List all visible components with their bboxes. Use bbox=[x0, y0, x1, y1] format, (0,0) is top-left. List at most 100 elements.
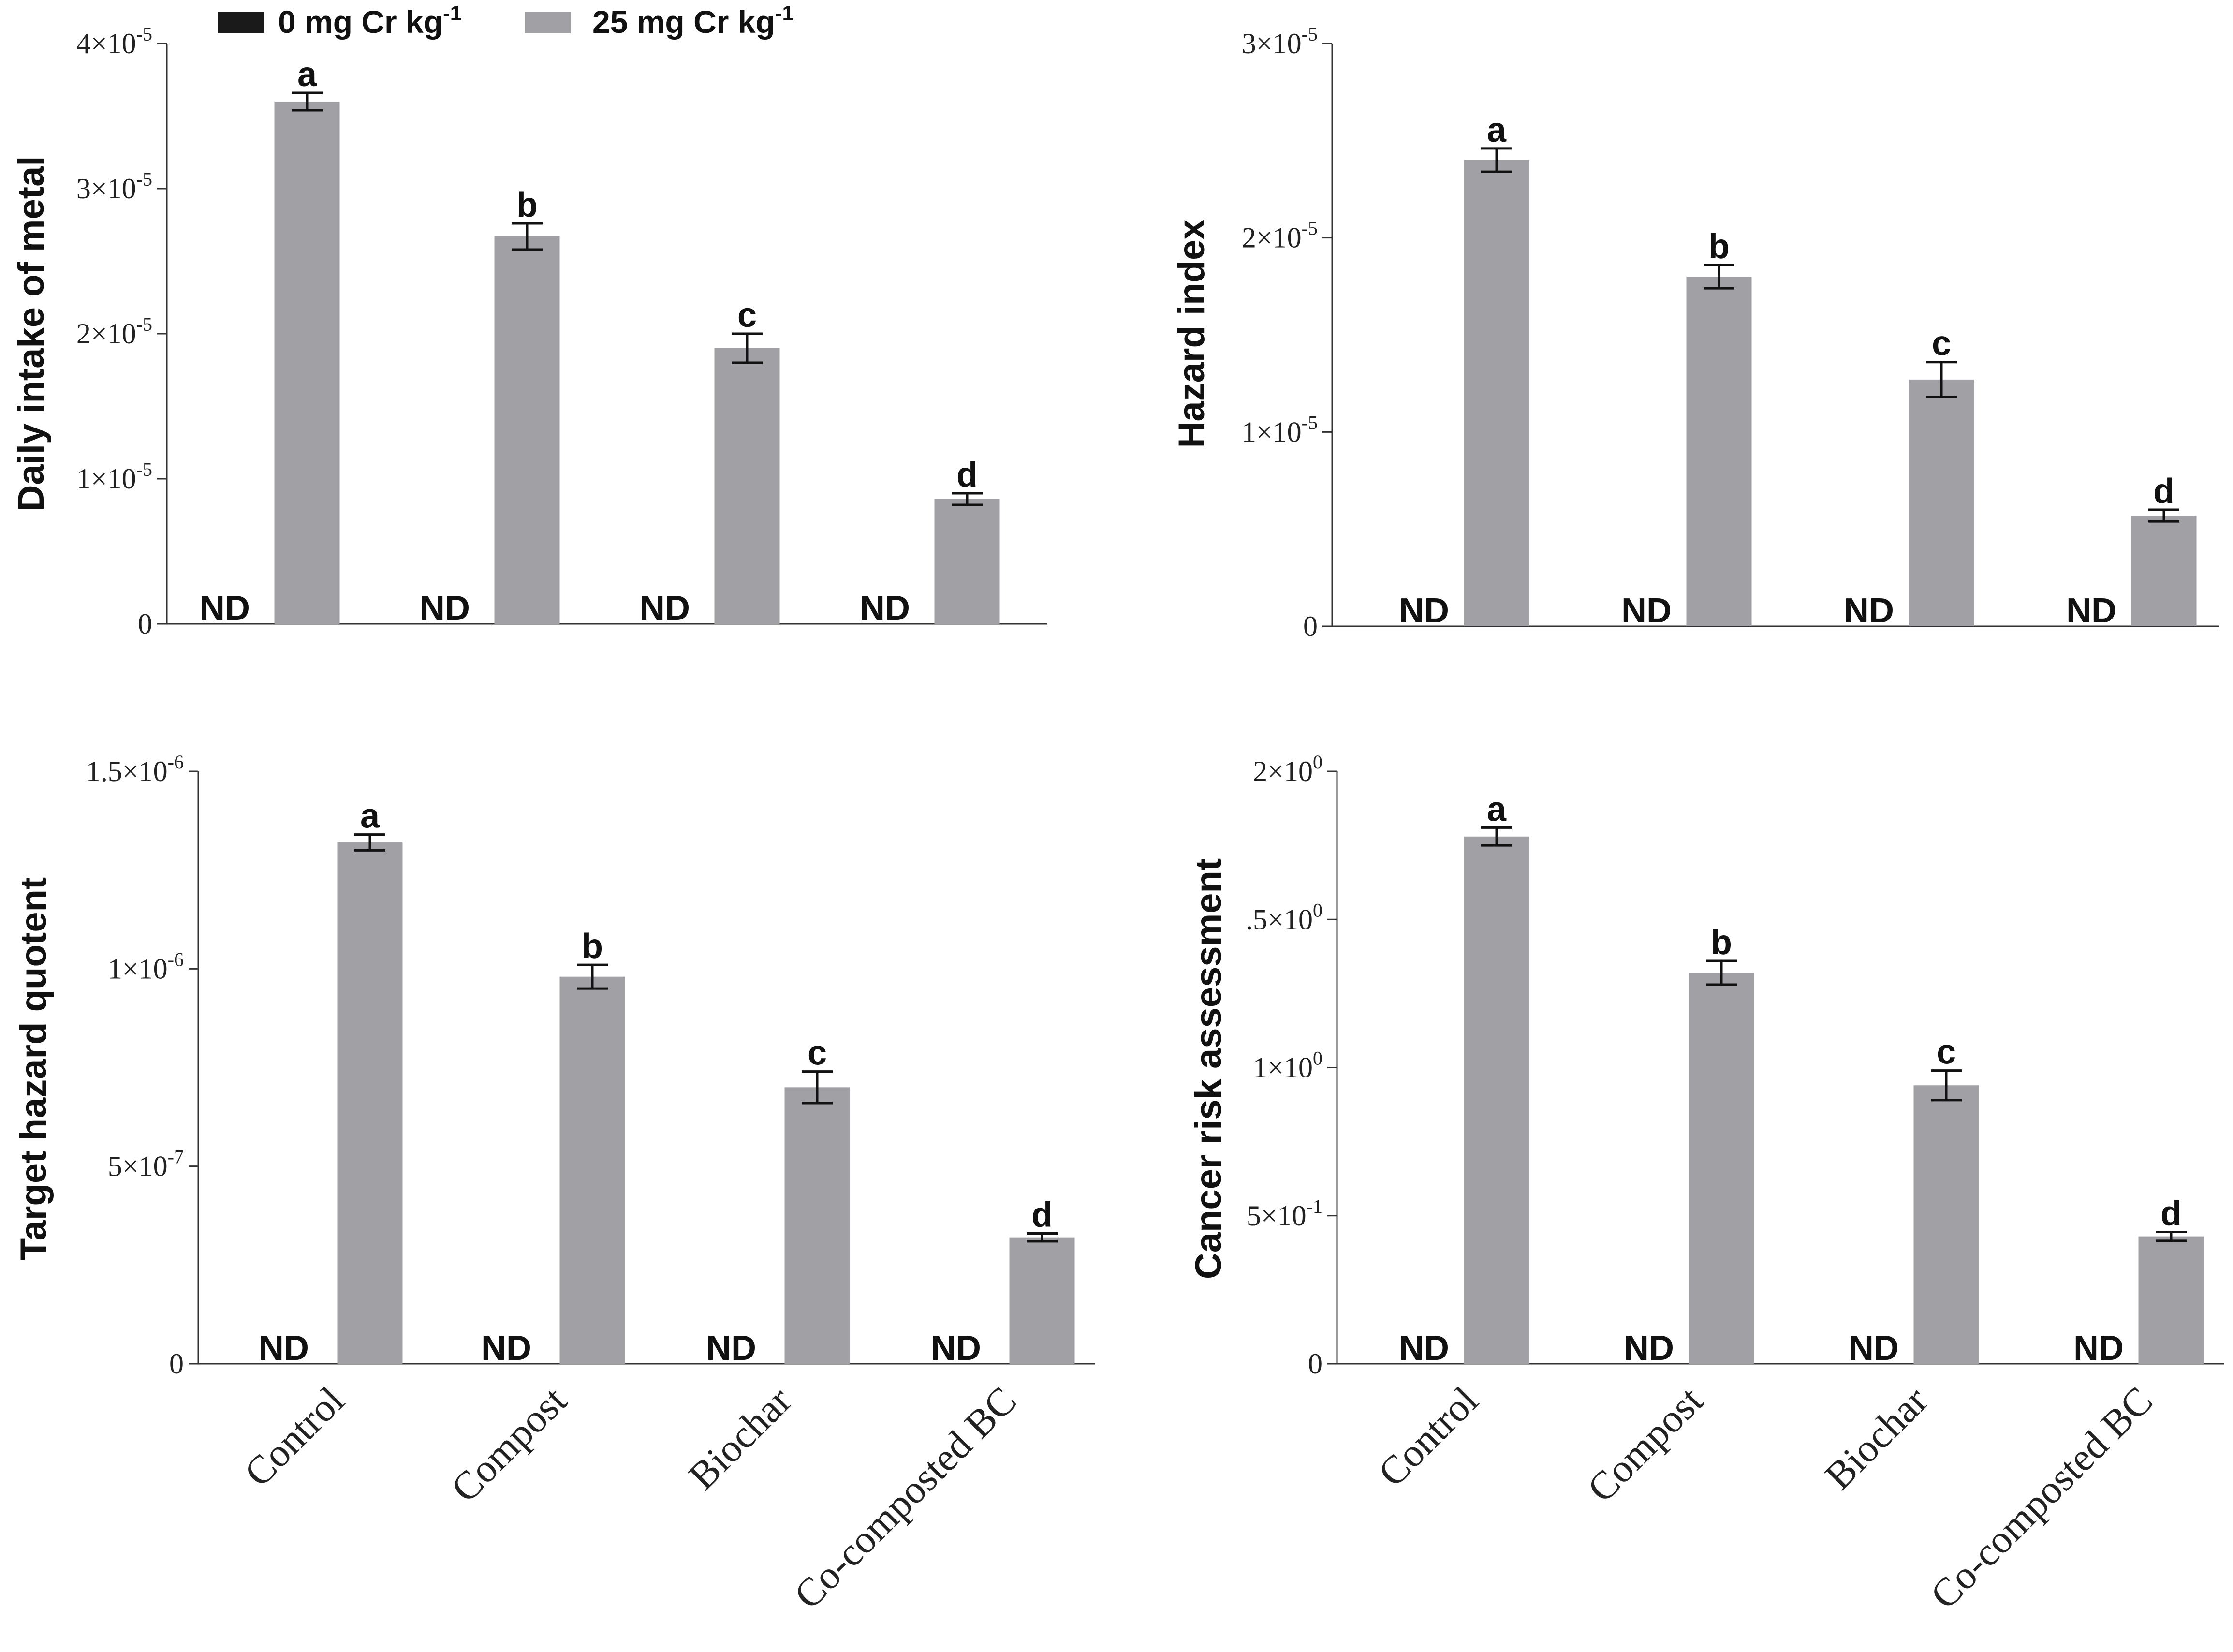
y-tick-label: 0 bbox=[138, 608, 152, 640]
bar-co-composted-bc bbox=[2131, 516, 2197, 626]
bar-biochar bbox=[784, 1087, 850, 1364]
y-axis-label: Target hazard quotent bbox=[13, 877, 54, 1260]
nd-label: ND bbox=[1399, 591, 1449, 630]
bar-biochar bbox=[1909, 379, 1974, 626]
bar-biochar bbox=[1913, 1085, 1979, 1364]
bar-co-composted-bc bbox=[934, 499, 1000, 624]
y-tick-label-base: .5×10 bbox=[1246, 903, 1313, 935]
y-tick-label-exp: -5 bbox=[1302, 23, 1318, 45]
y-tick-label-exp: -6 bbox=[168, 751, 184, 773]
significance-letter: c bbox=[737, 296, 757, 335]
y-tick-label-exp: -6 bbox=[168, 948, 184, 970]
nd-label: ND bbox=[420, 589, 470, 628]
y-tick-label: 1×10-5 bbox=[76, 458, 152, 495]
y-tick-label: 0 bbox=[1308, 1348, 1322, 1380]
y-tick-label: 2×10-5 bbox=[1242, 218, 1318, 254]
significance-letter: c bbox=[1932, 324, 1951, 363]
significance-letter: a bbox=[360, 797, 380, 836]
legend-swatch-25mg bbox=[525, 12, 571, 33]
y-axis-label: Hazard index bbox=[1171, 219, 1212, 448]
y-tick-label: 0 bbox=[1303, 610, 1318, 642]
bar-co-composted-bc bbox=[2138, 1236, 2204, 1364]
nd-label: ND bbox=[481, 1329, 531, 1368]
significance-letter: d bbox=[956, 456, 978, 494]
y-tick-label: 5×10-1 bbox=[1247, 1195, 1322, 1232]
y-tick-label: 0 bbox=[169, 1348, 184, 1380]
bar-control bbox=[1464, 836, 1529, 1364]
legend-label-25mg: 25 mg Cr kg-1 bbox=[592, 1, 794, 40]
y-tick-label-base: 1×10 bbox=[1242, 416, 1302, 448]
y-tick-label: 1×10-5 bbox=[1242, 412, 1318, 448]
bar-co-composted-bc bbox=[1009, 1237, 1075, 1364]
significance-letter: b bbox=[1711, 923, 1732, 962]
nd-label: ND bbox=[706, 1329, 756, 1368]
nd-label: ND bbox=[860, 589, 910, 628]
y-tick-label: .5×100 bbox=[1246, 899, 1322, 935]
bar-control bbox=[337, 842, 403, 1364]
bar-compost bbox=[1686, 277, 1752, 626]
nd-label: ND bbox=[931, 1329, 981, 1368]
y-tick-label-base: 1×10 bbox=[76, 463, 136, 495]
bar-biochar bbox=[714, 348, 780, 624]
y-tick-label: 2×10-5 bbox=[76, 313, 152, 350]
y-tick-label-base: 3×10 bbox=[76, 173, 136, 205]
y-tick-label-base: 1×10 bbox=[1253, 1052, 1313, 1084]
legend-label-0mg-main: 0 mg Cr kg bbox=[278, 4, 443, 40]
y-tick-label-exp: -5 bbox=[136, 168, 152, 190]
significance-letter: d bbox=[1031, 1196, 1053, 1235]
legend: 0 mg Cr kg-1 25 mg Cr kg-1 bbox=[218, 1, 794, 40]
y-tick-label-exp: -5 bbox=[136, 23, 152, 45]
y-tick-label-exp: -5 bbox=[136, 458, 152, 480]
y-tick-label-base: 5×10 bbox=[108, 1150, 168, 1182]
y-tick-label: 1×100 bbox=[1253, 1047, 1322, 1084]
y-tick-label-base: 2×10 bbox=[1242, 222, 1302, 254]
legend-label-25mg-sup: -1 bbox=[775, 1, 794, 25]
y-tick-label: 3×10-5 bbox=[76, 168, 152, 205]
y-tick-label-base: 5×10 bbox=[1247, 1200, 1307, 1232]
significance-letter: d bbox=[2153, 472, 2174, 511]
nd-label: ND bbox=[2066, 591, 2116, 630]
nd-label: ND bbox=[200, 589, 250, 628]
significance-letter: c bbox=[808, 1034, 827, 1073]
y-tick-label-exp: 0 bbox=[1313, 899, 1322, 921]
nd-label: ND bbox=[1621, 591, 1672, 630]
nd-label: ND bbox=[1849, 1329, 1899, 1368]
significance-letter: a bbox=[1487, 111, 1507, 149]
significance-letter: b bbox=[582, 927, 603, 966]
y-tick-label-base: 2×10 bbox=[1253, 755, 1313, 787]
nd-label: ND bbox=[1624, 1329, 1674, 1368]
bar-compost bbox=[494, 236, 560, 624]
y-tick-label-base: 3×10 bbox=[1242, 28, 1302, 59]
y-tick-label-exp: 0 bbox=[1313, 751, 1322, 773]
bar-compost bbox=[559, 976, 625, 1364]
nd-label: ND bbox=[640, 589, 690, 628]
y-tick-label-exp: 0 bbox=[1313, 1047, 1322, 1069]
y-tick-label: 3×10-5 bbox=[1242, 23, 1318, 59]
y-tick-label: 1.5×10-6 bbox=[86, 751, 184, 787]
legend-label-0mg: 0 mg Cr kg-1 bbox=[278, 1, 462, 40]
bar-control bbox=[274, 102, 340, 624]
y-tick-label-base: 2×10 bbox=[76, 318, 136, 350]
y-tick-label-base: 1.5×10 bbox=[86, 755, 168, 787]
y-tick-label-exp: -7 bbox=[168, 1146, 184, 1168]
legend-swatch-0mg bbox=[218, 12, 264, 33]
legend-label-0mg-sup: -1 bbox=[443, 1, 462, 25]
y-tick-label: 5×10-7 bbox=[108, 1146, 184, 1182]
y-axis-label: Daily intake of metal bbox=[11, 156, 52, 512]
significance-letter: c bbox=[1937, 1033, 1956, 1072]
y-tick-label: 2×100 bbox=[1253, 751, 1322, 787]
legend-label-25mg-main: 25 mg Cr kg bbox=[592, 4, 775, 40]
y-tick-label-exp: -5 bbox=[136, 313, 152, 335]
significance-letter: a bbox=[297, 55, 317, 94]
y-tick-label-exp: -5 bbox=[1302, 218, 1318, 239]
y-axis-label: Cancer risk assessment bbox=[1188, 858, 1229, 1279]
y-tick-label-base: 1×10 bbox=[108, 953, 168, 985]
y-tick-label-exp: -5 bbox=[1302, 412, 1318, 433]
y-tick-label-base: 4×10 bbox=[76, 28, 136, 59]
nd-label: ND bbox=[1399, 1329, 1449, 1368]
nd-label: ND bbox=[1844, 591, 1894, 630]
